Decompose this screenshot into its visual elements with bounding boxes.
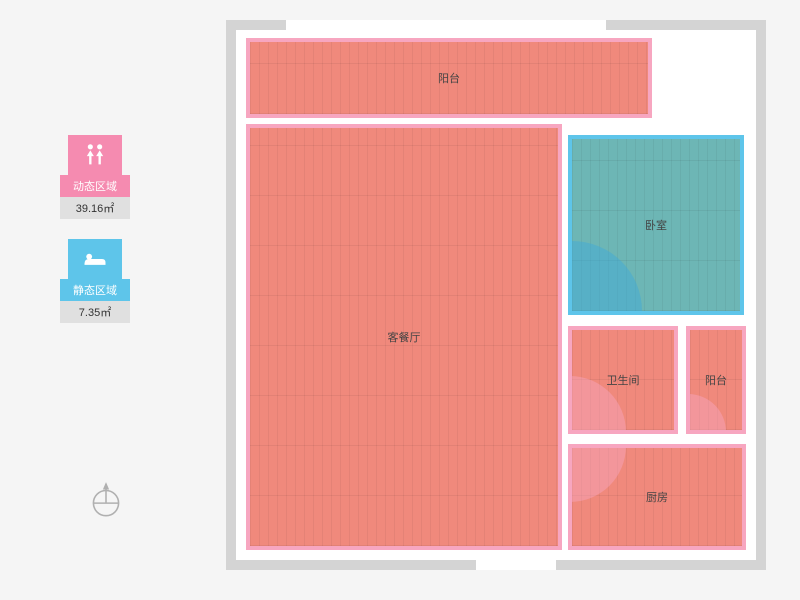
door-arc-icon [570,446,626,502]
legend-dynamic-value: 39.16㎡ [60,197,130,219]
room-label: 厨房 [646,489,668,505]
opening-top [286,20,606,30]
room-bedroom: 卧室 [568,135,744,315]
legend: 动态区域 39.16㎡ 静态区域 7.35㎡ [55,135,135,343]
legend-dynamic: 动态区域 39.16㎡ [55,135,135,219]
room-label: 卧室 [645,217,667,233]
compass-icon [85,480,127,527]
floorplan: 阳台 客餐厅 卧室 卫生间 阳台 厨房 [226,20,766,570]
legend-dynamic-label: 动态区域 [60,175,130,197]
door-arc-icon [572,241,642,311]
room-living: 客餐厅 [246,124,562,550]
legend-static-label: 静态区域 [60,279,130,301]
room-balcony-top: 阳台 [246,38,652,118]
room-bathroom: 卫生间 [568,326,678,434]
people-icon [68,135,122,175]
legend-static-value: 7.35㎡ [60,301,130,323]
door-arc-icon [688,394,726,432]
room-kitchen: 厨房 [568,444,746,550]
sleep-icon [68,239,122,279]
opening-bottom [476,560,556,570]
room-label: 客餐厅 [388,329,421,345]
room-balcony-right: 阳台 [686,326,746,434]
room-label: 阳台 [705,372,727,388]
legend-static: 静态区域 7.35㎡ [55,239,135,323]
room-label: 卫生间 [607,372,640,388]
room-label: 阳台 [438,70,460,86]
